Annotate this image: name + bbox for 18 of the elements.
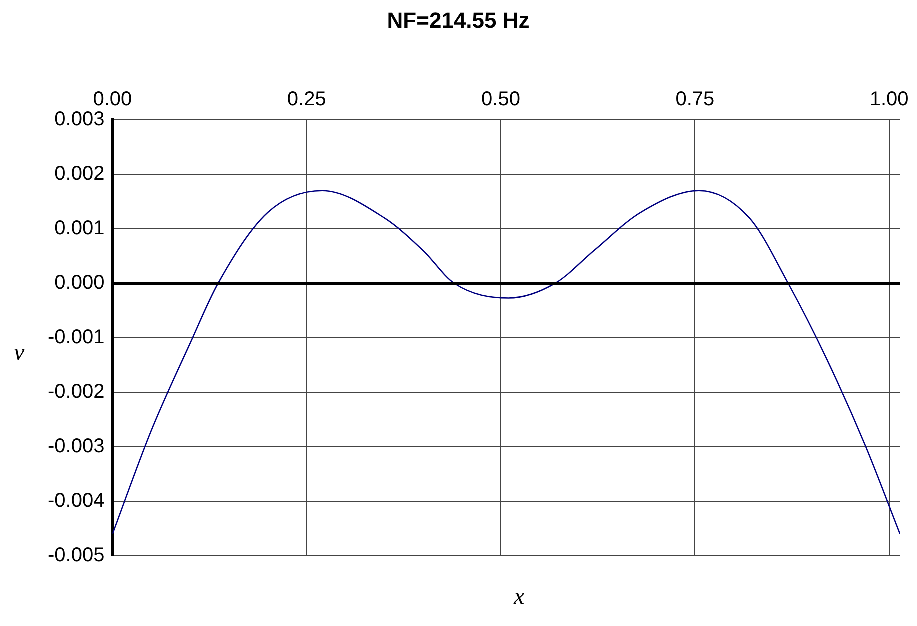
- line-series: [112, 190, 900, 535]
- x-tick-label: 0.25: [287, 88, 326, 111]
- y-axis-title: v: [14, 340, 25, 367]
- x-tick-label: 0.50: [482, 88, 520, 111]
- y-tick-label: -0.002: [48, 381, 105, 404]
- y-tick-label: 0.000: [54, 272, 105, 294]
- y-tick-label: -0.005: [48, 544, 105, 567]
- y-tick-label: -0.004: [48, 490, 105, 512]
- y-tick-label: -0.003: [48, 436, 105, 458]
- x-tick-label: 0.75: [676, 88, 715, 111]
- y-tick-label: 0.001: [54, 218, 105, 240]
- y-tick-label: -0.001: [48, 326, 105, 349]
- y-tick-label: 0.003: [54, 108, 105, 131]
- x-tick-label: 1.00: [870, 88, 909, 111]
- chart-title: NF=214.55 Hz: [386, 8, 531, 34]
- y-tick-label: 0.002: [54, 163, 105, 186]
- x-tick-label: 0.00: [93, 88, 132, 111]
- x-axis-title: x: [514, 584, 525, 611]
